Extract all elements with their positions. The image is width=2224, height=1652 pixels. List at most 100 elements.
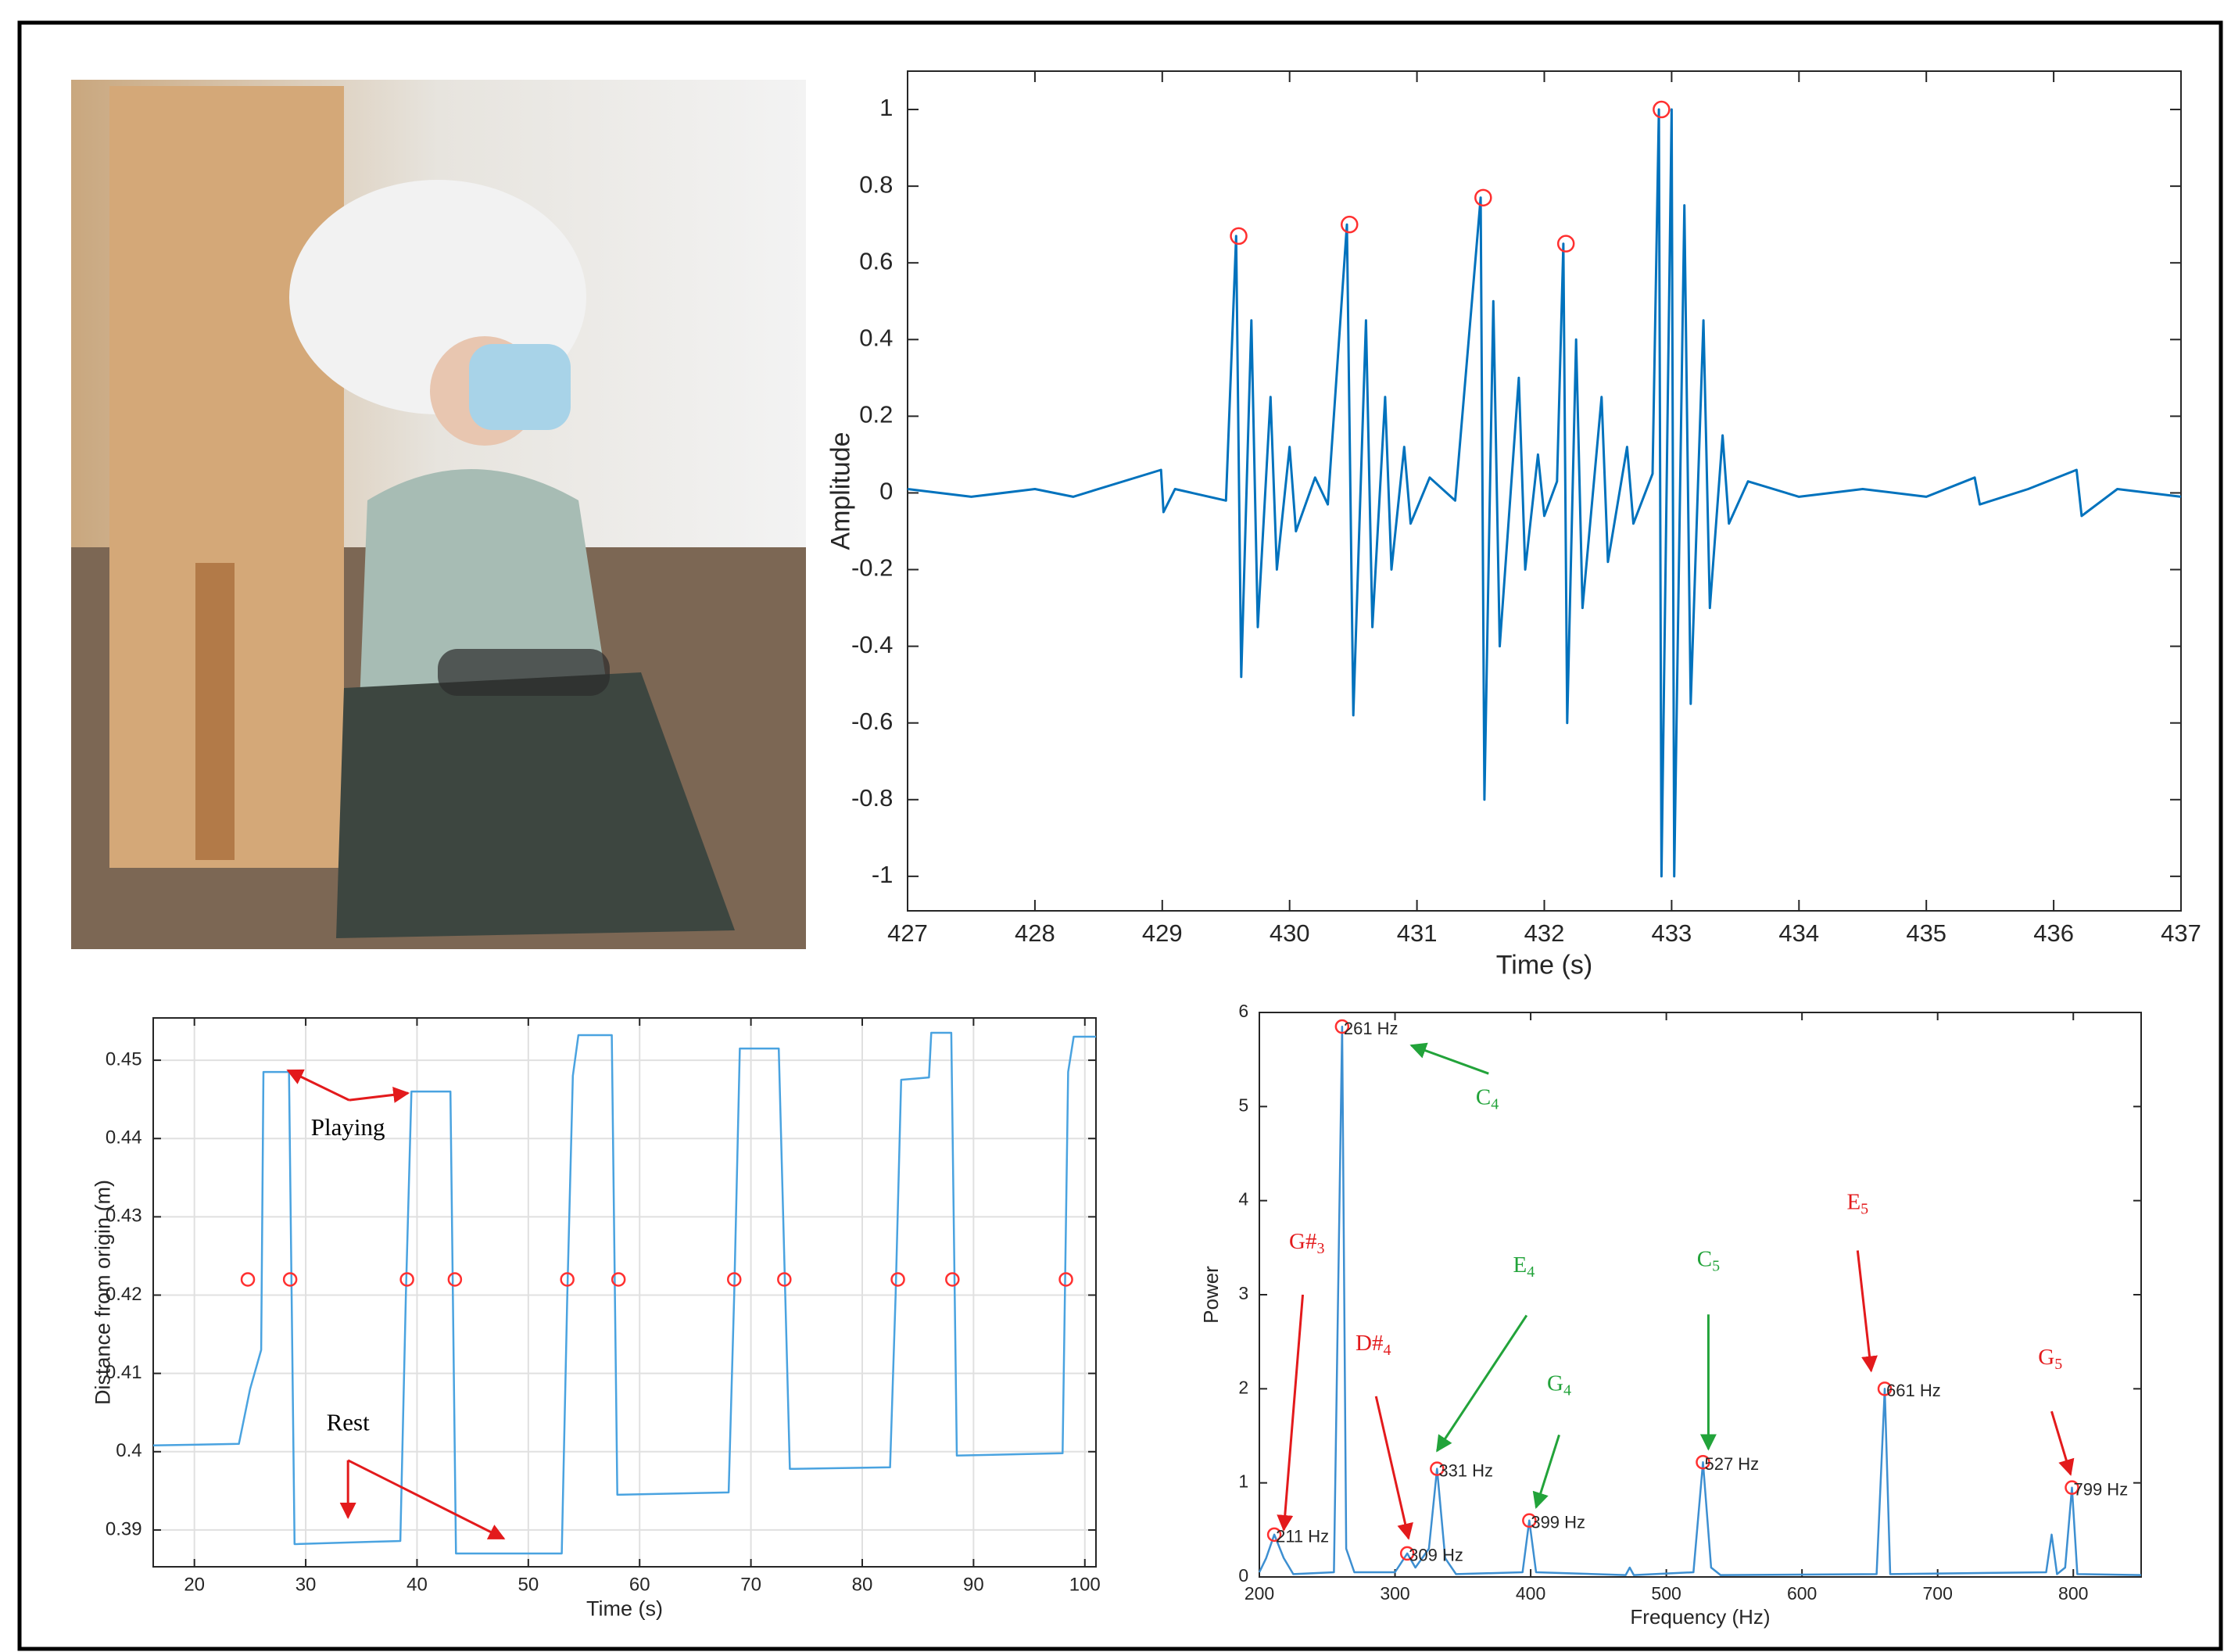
plot-area — [908, 71, 2181, 911]
y-tick-label: 0 — [879, 478, 893, 505]
annotation-text: C — [1697, 1246, 1712, 1271]
annotation-subscript: 4 — [1527, 1263, 1535, 1280]
x-axis-label: Time (s) — [1496, 950, 1592, 980]
annotation-text: C — [1476, 1084, 1491, 1109]
y-tick-label: 4 — [1238, 1189, 1248, 1209]
y-tick-label: 0.4 — [116, 1440, 141, 1461]
x-tick-label: 500 — [1651, 1583, 1681, 1604]
peak-marker — [1522, 1513, 1537, 1528]
x-tick-label: 432 — [1524, 919, 1565, 947]
plot-border — [907, 70, 2182, 912]
peak-marker — [1556, 235, 1575, 253]
y-axis-label: Distance from origin (m) — [91, 1180, 115, 1405]
peak-marker — [2065, 1480, 2079, 1495]
x-tick-label: 60 — [629, 1574, 650, 1595]
annotation-text: E — [1846, 1189, 1860, 1214]
annotation-arrow — [349, 1086, 410, 1103]
plot-area — [153, 1018, 1096, 1567]
annotation-text: G — [2038, 1344, 2054, 1369]
y-tick-label: 0.4 — [859, 324, 893, 351]
annotation-subscript: 5 — [2054, 1355, 2062, 1372]
peak-marker — [240, 1272, 256, 1287]
annotation-text: E — [1513, 1252, 1527, 1278]
x-tick-label: 50 — [518, 1574, 539, 1595]
peak-marker — [1696, 1454, 1710, 1470]
annotation: Rest — [327, 1409, 371, 1436]
y-tick-label: 0.8 — [859, 170, 893, 198]
y-tick-label: 0 — [1238, 1565, 1248, 1586]
annotation: G5 — [2038, 1344, 2062, 1372]
x-tick-label: 30 — [295, 1574, 317, 1595]
annotation-arrow — [1374, 1396, 1413, 1540]
annotation-text: Rest — [327, 1409, 371, 1436]
peak-marker — [1230, 227, 1248, 245]
peak-marker — [1430, 1461, 1445, 1476]
annotation-text: G# — [1289, 1228, 1316, 1253]
x-tick-label: 300 — [1380, 1583, 1409, 1604]
plot-border — [1259, 1012, 2142, 1578]
annotation-subscript: 4 — [1563, 1381, 1571, 1399]
peak-marker — [1058, 1272, 1073, 1287]
annotation-text: Playing — [311, 1113, 385, 1141]
peak-label: 799 Hz — [2073, 1479, 2128, 1499]
x-axis-label: Frequency (Hz) — [1630, 1605, 1770, 1629]
peak-label: 527 Hz — [1704, 1454, 1759, 1474]
x-tick-label: 600 — [1787, 1583, 1817, 1604]
y-tick-label: 0.43 — [106, 1206, 142, 1227]
annotation: G#3 — [1289, 1228, 1324, 1256]
annotation: E5 — [1846, 1189, 1868, 1217]
data-line — [152, 1031, 1096, 1555]
x-tick-label: 90 — [963, 1574, 984, 1595]
y-tick-label: 0.42 — [106, 1284, 142, 1305]
photo — [71, 80, 806, 949]
annotation-arrow — [286, 1069, 350, 1102]
peak-label: 399 Hz — [1531, 1513, 1585, 1532]
y-tick-label: -1 — [872, 861, 894, 888]
x-tick-label: 20 — [184, 1574, 205, 1595]
peak-marker — [399, 1272, 414, 1287]
peak-label: 661 Hz — [1886, 1381, 1941, 1400]
y-tick-label: 1 — [1238, 1471, 1248, 1492]
x-tick-label: 436 — [2033, 919, 2074, 947]
x-tick-label: 100 — [1069, 1574, 1101, 1595]
peak-marker — [1334, 1019, 1350, 1034]
peak-marker — [1266, 1527, 1282, 1543]
annotation: C5 — [1697, 1246, 1720, 1274]
annotation-text: D# — [1356, 1330, 1383, 1355]
x-tick-label: 427 — [887, 919, 928, 947]
peak-marker — [560, 1272, 575, 1287]
x-axis-label: Time (s) — [586, 1596, 663, 1620]
frame — [17, 20, 2223, 1651]
annotation-arrow — [1532, 1434, 1560, 1509]
chart: 0 1 2 3 4 5 6 200 300 400 500 600 700 800 Frequency (H… — [1199, 1001, 2142, 1629]
peak-marker — [1877, 1381, 1893, 1396]
peak-marker — [282, 1272, 298, 1287]
data-line — [907, 108, 2182, 878]
x-tick-label: 433 — [1652, 919, 1692, 947]
annotation: Playing — [311, 1113, 385, 1141]
y-axis-label: Amplitude — [825, 432, 855, 550]
y-tick-label: 0.6 — [859, 247, 893, 274]
peak-marker — [1399, 1546, 1415, 1561]
y-tick-label: 0.45 — [106, 1048, 142, 1070]
annotation-arrow — [1409, 1042, 1489, 1075]
y-tick-label: -0.4 — [851, 631, 893, 658]
annotation-subscript: 3 — [1316, 1239, 1324, 1256]
annotation: D#4 — [1356, 1330, 1391, 1358]
x-tick-label: 428 — [1015, 919, 1055, 947]
y-tick-label: -0.6 — [851, 708, 893, 735]
y-tick-label: -0.8 — [851, 784, 893, 812]
peak-marker — [890, 1272, 905, 1287]
y-tick-label: 1 — [879, 94, 893, 121]
chart: -1 -0.8 -0.6 -0.4 -0.2 0 0.2 0.4 0.6 0.8 1 427 428 42… — [825, 70, 2201, 980]
y-tick-label: 6 — [1238, 1001, 1248, 1021]
peak-marker — [611, 1272, 626, 1287]
y-tick-label: 5 — [1238, 1095, 1248, 1115]
x-tick-label: 437 — [2161, 919, 2201, 947]
peak-marker — [447, 1272, 463, 1287]
annotation-arrow — [1277, 1294, 1305, 1532]
annotation-arrow — [2050, 1410, 2075, 1476]
annotation-arrow — [1856, 1250, 1878, 1373]
annotation-arrow — [1436, 1314, 1528, 1453]
y-axis-label: Power — [1199, 1266, 1223, 1324]
